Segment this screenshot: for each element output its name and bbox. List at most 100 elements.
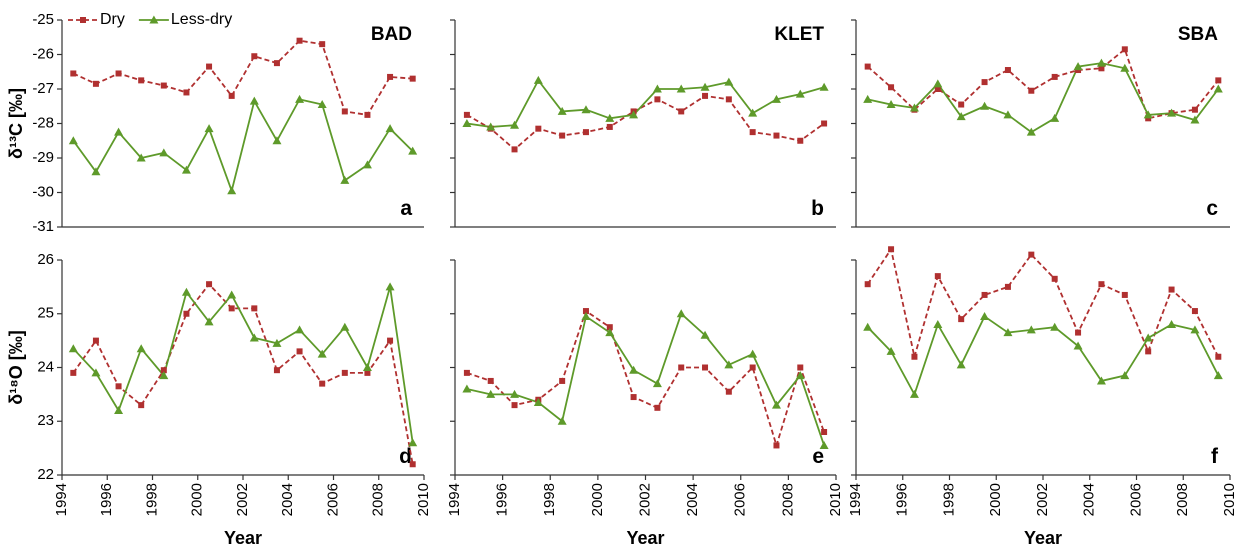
y-tick-label: -26 (32, 45, 54, 62)
marker (115, 383, 122, 390)
marker (206, 281, 213, 288)
series-line (466, 312, 825, 446)
x-tick-label: 2006 (732, 483, 749, 516)
marker (981, 291, 988, 298)
marker (1075, 329, 1082, 336)
marker (864, 63, 871, 70)
marker (70, 70, 77, 77)
marker (160, 82, 167, 89)
x-axis-label: Year (626, 528, 664, 548)
marker (958, 316, 965, 323)
x-tick-label: 2004 (1081, 483, 1098, 516)
x-tick-label: 1994 (847, 483, 864, 516)
marker (582, 129, 589, 136)
marker (317, 349, 327, 358)
marker (227, 186, 237, 195)
marker (1190, 115, 1200, 124)
marker (535, 125, 542, 132)
marker (68, 136, 78, 145)
marker (159, 371, 169, 380)
marker (724, 77, 734, 86)
marker (159, 148, 169, 157)
marker (1051, 73, 1058, 80)
panel-letter: a (400, 197, 412, 220)
marker (296, 37, 303, 44)
marker (204, 317, 214, 326)
marker (91, 368, 101, 377)
marker (676, 309, 686, 318)
marker (463, 111, 470, 118)
x-tick-label: 2008 (779, 483, 796, 516)
x-tick-label: 1994 (53, 483, 70, 516)
legend-marker (80, 17, 86, 23)
marker (863, 322, 873, 331)
marker (725, 96, 732, 103)
marker (652, 379, 662, 388)
marker (702, 92, 709, 99)
marker (272, 338, 282, 347)
legend-marker (149, 15, 159, 24)
marker (272, 136, 282, 145)
x-tick-label: 2000 (987, 483, 1004, 516)
x-tick-label: 2002 (234, 483, 251, 516)
marker (630, 394, 637, 401)
series-line (72, 98, 414, 194)
marker (933, 320, 943, 328)
marker (1096, 376, 1106, 385)
marker (980, 101, 990, 110)
marker (886, 346, 896, 355)
panel: SBA c (851, 19, 1230, 228)
marker (821, 429, 828, 435)
series-line (466, 309, 825, 449)
marker (795, 371, 805, 380)
marker (933, 79, 943, 88)
y-tick-label: -31 (32, 218, 54, 235)
y-axis-label: δ¹³C [‰] (6, 88, 26, 159)
marker (317, 100, 327, 109)
x-axis-label: Year (1024, 528, 1062, 548)
marker (1028, 87, 1035, 94)
marker (1143, 110, 1153, 119)
marker (487, 377, 494, 384)
marker (1121, 291, 1128, 298)
panel: -31 -30 -29 -28 -27 -26 -25 δ¹³C [‰] BAD a Dry Less… (6, 11, 424, 235)
x-axis-label: Year (224, 528, 262, 548)
marker (251, 305, 258, 312)
marker (725, 388, 732, 395)
marker (92, 337, 99, 344)
x-tick-label: 1998 (940, 483, 957, 516)
marker (771, 400, 781, 409)
marker (533, 397, 543, 406)
x-tick-label: 2002 (636, 483, 653, 516)
y-tick-label: -25 (32, 11, 54, 28)
marker (700, 330, 710, 339)
marker (909, 389, 919, 398)
marker (934, 86, 941, 92)
y-tick-label: 22 (37, 466, 54, 483)
marker (1051, 275, 1058, 282)
panel-letter: d (399, 445, 412, 468)
marker (533, 75, 543, 84)
x-tick-label: 2010 (1221, 483, 1238, 516)
marker (1120, 63, 1130, 72)
marker (251, 53, 258, 60)
marker (888, 84, 895, 91)
marker (364, 111, 371, 118)
marker (362, 363, 372, 371)
marker (1168, 286, 1175, 293)
x-tick-label: 1996 (894, 483, 911, 516)
marker (181, 165, 191, 174)
marker (340, 175, 350, 184)
marker (486, 122, 496, 131)
marker (911, 353, 918, 360)
series-line (72, 39, 413, 116)
marker (1167, 320, 1177, 328)
marker (1004, 67, 1011, 74)
marker (319, 41, 326, 48)
x-tick-label: 2008 (1174, 483, 1191, 516)
marker (773, 132, 780, 139)
marker (606, 123, 613, 130)
marker (227, 290, 237, 299)
marker (821, 120, 828, 127)
marker (748, 349, 758, 358)
